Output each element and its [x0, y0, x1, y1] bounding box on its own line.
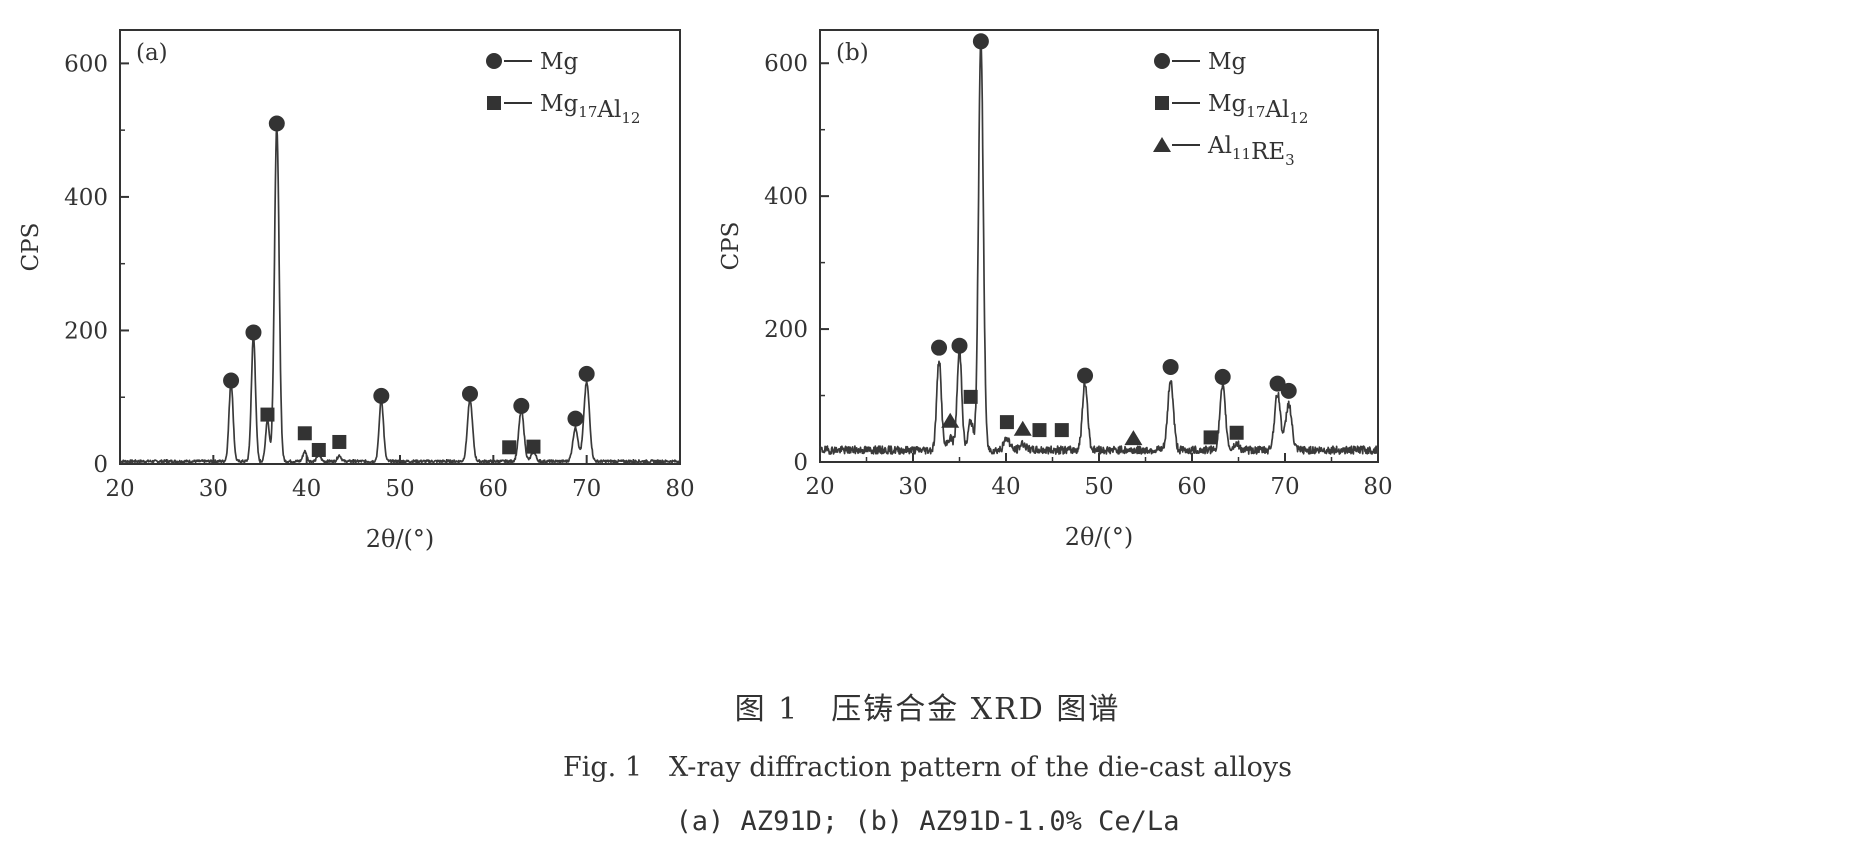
- plot-frame: [119, 29, 681, 465]
- plot-frame: [819, 29, 1379, 463]
- legend-marker-mg17al12: [1155, 96, 1169, 110]
- y-tick-label: 200: [64, 318, 108, 344]
- x-tick-label: 30: [199, 476, 228, 502]
- legend-label: Mg17Al12: [540, 91, 640, 127]
- y-axis-label: CPS: [718, 222, 744, 271]
- legend-marker-mg17al12: [487, 96, 501, 110]
- legend-label: Mg: [1208, 49, 1247, 75]
- y-tick-label: 0: [93, 452, 108, 478]
- x-tick-label: 60: [1177, 474, 1206, 500]
- x-tick-label: 40: [991, 474, 1020, 500]
- peak-marker-mg: [578, 365, 595, 382]
- caption-chinese: 图 1 压铸合金 XRD 图谱: [734, 692, 1121, 727]
- peak-marker-al11re3: [1013, 420, 1032, 436]
- peak-marker-mg: [951, 337, 968, 354]
- x-axis-label: 2θ/(°): [1065, 523, 1134, 551]
- y-tick-label: 600: [64, 51, 108, 77]
- peak-marker-mg17al12: [1229, 425, 1244, 440]
- x-tick-label: 50: [385, 476, 414, 502]
- peak-marker-mg: [462, 385, 478, 402]
- peak-marker-mg: [223, 372, 240, 389]
- y-tick-label: 0: [793, 450, 808, 476]
- xrd-trace: [119, 127, 681, 464]
- y-tick-label: 400: [64, 185, 108, 211]
- x-tick-label: 80: [665, 476, 694, 502]
- x-tick-label: 80: [1363, 474, 1392, 500]
- x-tick-label: 70: [1270, 474, 1299, 500]
- peak-marker-mg17al12: [526, 439, 541, 454]
- legend-marker-al11re3: [1153, 137, 1171, 152]
- peak-marker-al11re3: [941, 412, 960, 428]
- y-tick-label: 200: [764, 317, 808, 343]
- peak-marker-mg: [373, 387, 390, 404]
- peak-marker-mg: [1162, 358, 1179, 375]
- panel-label: (b): [836, 40, 869, 66]
- peak-marker-mg17al12: [1203, 430, 1218, 445]
- peak-marker-mg: [567, 410, 584, 427]
- panel-a-az91d: 20 30 40 50 60 70 80 0 200 400 600 2θ/(°) CPS (a) Mg Mg…: [18, 29, 695, 553]
- caption-english: Fig. 1 X-ray diffraction pattern of the …: [563, 752, 1292, 783]
- legend-label: Mg17Al12: [1208, 91, 1308, 127]
- peak-marker-mg: [1077, 367, 1094, 384]
- peak-marker-mg: [245, 324, 262, 341]
- legend-label: Al11RE3: [1207, 133, 1295, 169]
- x-axis-label: 2θ/(°): [366, 525, 435, 553]
- x-tick-label: 20: [805, 474, 834, 500]
- peak-marker-mg: [1280, 382, 1297, 399]
- peak-marker-mg17al12: [963, 389, 978, 404]
- x-tick-label: 20: [105, 476, 134, 502]
- peak-marker-mg17al12: [1032, 423, 1047, 438]
- peak-marker-al11re3: [1124, 430, 1143, 446]
- x-tick-label: 60: [479, 476, 508, 502]
- y-axis-label: CPS: [18, 223, 44, 272]
- xrd-trace: [819, 37, 1379, 455]
- peak-marker-mg17al12: [999, 415, 1014, 430]
- x-tick-label: 70: [572, 476, 601, 502]
- x-tick-label: 40: [292, 476, 321, 502]
- panel-b-az91d-ce-la: 20 30 40 50 60 70 80 0 200 400 600 2θ/(°) CPS (b) Mg Mg…: [718, 29, 1393, 551]
- peak-marker-mg17al12: [311, 442, 326, 457]
- peak-marker-mg: [268, 115, 285, 132]
- x-tick-label: 50: [1084, 474, 1113, 500]
- y-tick-label: 400: [764, 184, 808, 210]
- x-tick-label: 30: [898, 474, 927, 500]
- peak-marker-mg17al12: [297, 426, 312, 441]
- legend-marker-mg: [486, 53, 502, 69]
- legend-marker-mg: [1154, 53, 1170, 69]
- peak-marker-mg17al12: [332, 434, 347, 449]
- peak-marker-mg: [513, 397, 530, 414]
- caption-subpanels: (a) AZ91D; (b) AZ91D-1.0% Ce/La: [675, 806, 1180, 837]
- peak-marker-mg: [1214, 368, 1231, 385]
- peak-marker-mg17al12: [260, 407, 275, 422]
- peak-marker-mg: [972, 33, 989, 50]
- legend-label: Mg: [540, 49, 579, 75]
- panel-label: (a): [136, 40, 168, 66]
- peak-marker-mg17al12: [1054, 423, 1069, 438]
- peak-marker-mg17al12: [502, 440, 517, 455]
- y-tick-label: 600: [764, 51, 808, 77]
- peak-marker-mg: [931, 339, 948, 356]
